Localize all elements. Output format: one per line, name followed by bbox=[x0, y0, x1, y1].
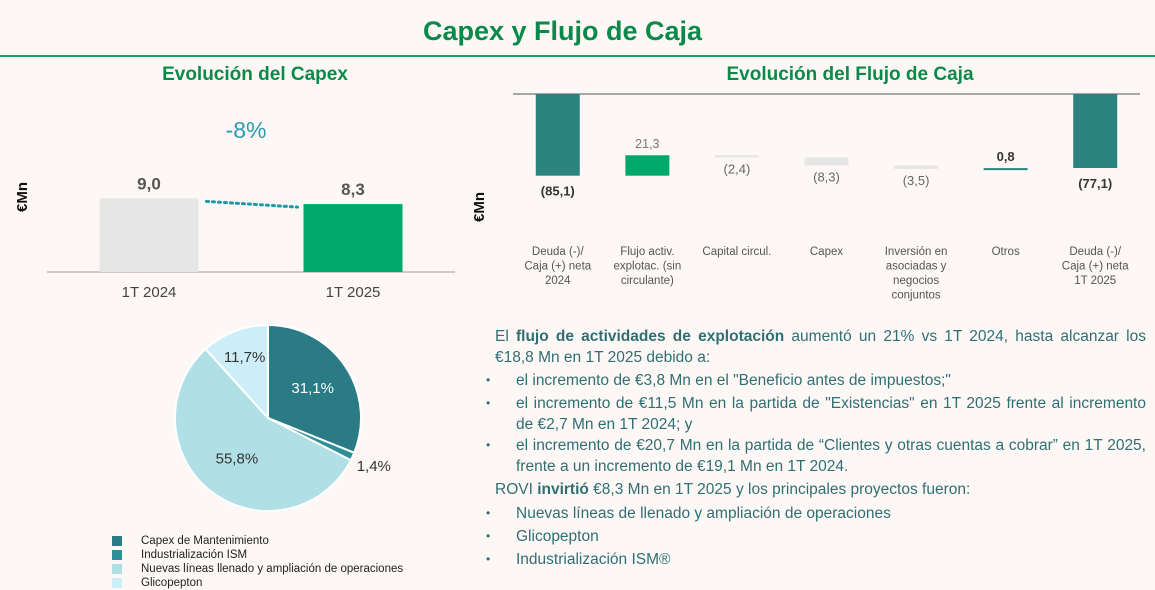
bullet-text: el incremento de €20,7 Mn en la partida … bbox=[516, 437, 1146, 475]
capex-bar-chart: 9,0 1T 2024 8,3 1T 2025 -8% €Mn bbox=[14, 117, 455, 301]
cashflow-section-title: Evolución del Flujo de Caja bbox=[726, 64, 974, 85]
pie-slice bbox=[204, 323, 269, 421]
legend-item-ism: Industrialización ISM bbox=[112, 548, 403, 562]
paragraph-explotacion: El flujo de actividades de explotación a… bbox=[495, 326, 1146, 368]
capex-value-label: 8,3 bbox=[341, 180, 365, 199]
waterfall-bar bbox=[535, 94, 580, 176]
bullet-item: • el incremento de €11,5 Mn en la partida… bbox=[486, 393, 1146, 435]
capex-pie-chart: 31,1% 1,4% 55,8% 11,7% bbox=[174, 323, 391, 512]
bullet-dot: • bbox=[486, 506, 491, 520]
capex-bar bbox=[303, 204, 403, 272]
bullet-dot: • bbox=[486, 552, 491, 566]
capex-bar bbox=[99, 198, 199, 272]
waterfall-value-label: (3,5) bbox=[903, 173, 930, 188]
waterfall-unit-label: €Mn bbox=[471, 192, 488, 222]
waterfall-value-label: (8,3) bbox=[813, 170, 840, 185]
pie-value-label: 31,1% bbox=[291, 380, 334, 397]
waterfall-category-label: Flujo activ. explotac. (sin circulante) bbox=[613, 246, 681, 287]
waterfall-value-label: 21,3 bbox=[635, 137, 659, 151]
capex-value-label: 9,0 bbox=[137, 174, 161, 193]
text-bold: flujo de actividades de explotación bbox=[515, 328, 785, 345]
bullet-dot: • bbox=[486, 396, 491, 410]
paragraph-inversion: ROVI invirtió €8,3 Mn en 1T 2025 y los p… bbox=[495, 479, 1146, 500]
bullet-text: el incremento de €3,8 Mn en el "Benefici… bbox=[516, 372, 951, 389]
bullet-item: • Glicopepton bbox=[486, 526, 1146, 547]
bullet-text: el incremento de €11,5 Mn en la partida … bbox=[516, 395, 1146, 433]
pie-legend: Capex de Mantenimiento Industrialización… bbox=[112, 534, 403, 590]
text-fragment: ROVI bbox=[495, 481, 538, 498]
waterfall-value-label: (85,1) bbox=[541, 184, 575, 199]
capex-unit-label: €Mn bbox=[14, 182, 31, 212]
waterfall-bar bbox=[714, 155, 759, 158]
pie-slice bbox=[267, 323, 362, 455]
pie-value-label: 1,4% bbox=[357, 458, 391, 475]
waterfall-category-label: Deuda (-)/Caja (+) neta 1T 2025 bbox=[1062, 246, 1129, 287]
waterfall-category-label: Capital circul. bbox=[702, 246, 771, 258]
page-title: Capex y Flujo de Caja bbox=[422, 16, 703, 46]
legend-label: Capex de Mantenimiento bbox=[141, 535, 269, 547]
bullet-dot: • bbox=[486, 438, 491, 452]
waterfall-bar bbox=[804, 157, 849, 166]
text-fragment: El bbox=[495, 328, 516, 345]
waterfall-category-label: Capex bbox=[810, 246, 843, 258]
bullet-text: Industrialización ISM® bbox=[516, 551, 671, 568]
capex-trend-line bbox=[205, 199, 299, 209]
legend-label: Nuevas líneas llenado y ampliación de op… bbox=[141, 563, 404, 575]
pie-slice bbox=[174, 347, 353, 512]
waterfall-category-label: Deuda (-)/Caja (+) neta 2024 bbox=[524, 246, 591, 287]
legend-item-glicopepton: Glicopepton bbox=[112, 576, 403, 590]
waterfall-category-label: Otros bbox=[992, 246, 1020, 258]
waterfall-bar bbox=[983, 168, 1028, 171]
bullet-dot: • bbox=[486, 529, 491, 543]
bullet-item: • Nuevas líneas de llenado y ampliación d… bbox=[486, 503, 1146, 524]
capex-category-label: 1T 2024 bbox=[122, 284, 177, 301]
legend-item-mantenimiento: Capex de Mantenimiento bbox=[112, 534, 403, 548]
waterfall-bar bbox=[625, 155, 670, 176]
bullet-item: • Industrialización ISM® bbox=[486, 549, 1146, 570]
waterfall-value-label: 0,8 bbox=[997, 149, 1015, 164]
pie-value-label: 55,8% bbox=[216, 451, 259, 468]
pie-value-label: 11,7% bbox=[224, 349, 265, 366]
cashflow-waterfall-chart: €Mn (85,1) 21,3 (2,4) (8,3) (3,5) 0,8 (77,1) Deu… bbox=[471, 93, 1140, 302]
waterfall-category-label: Inversión en asociadas y negocios conjuntos bbox=[885, 246, 948, 302]
legend-label: Industrialización ISM bbox=[141, 549, 248, 561]
bullet-item: • el incremento de €3,8 Mn en el "Benefic… bbox=[486, 370, 1146, 391]
capex-section-title: Evolución del Capex bbox=[162, 64, 348, 85]
waterfall-value-label: (77,1) bbox=[1078, 176, 1112, 191]
capex-category-label: 1T 2025 bbox=[326, 284, 381, 301]
waterfall-value-label: (2,4) bbox=[724, 162, 751, 177]
title-divider bbox=[0, 55, 1155, 57]
text-bold: invirtió bbox=[537, 481, 589, 498]
bullet-text: Nuevas líneas de llenado y ampliación de… bbox=[516, 505, 891, 522]
legend-item-lineas: Nuevas líneas llenado y ampliación de op… bbox=[112, 562, 403, 576]
waterfall-bar bbox=[894, 165, 939, 169]
waterfall-bar bbox=[1073, 94, 1118, 169]
legend-label: Glicopepton bbox=[141, 577, 203, 589]
text-fragment: aumentó un 21% vs 1T 2024, hasta alcanza… bbox=[495, 328, 1146, 366]
bullet-text: Glicopepton bbox=[516, 528, 599, 545]
text-fragment: €8,3 Mn en 1T 2025 y los principales pro… bbox=[588, 481, 971, 498]
bullet-item: • el incremento de €20,7 Mn en la partida… bbox=[486, 435, 1146, 477]
bullet-dot: • bbox=[486, 373, 491, 387]
capex-change-label: -8% bbox=[226, 117, 267, 143]
